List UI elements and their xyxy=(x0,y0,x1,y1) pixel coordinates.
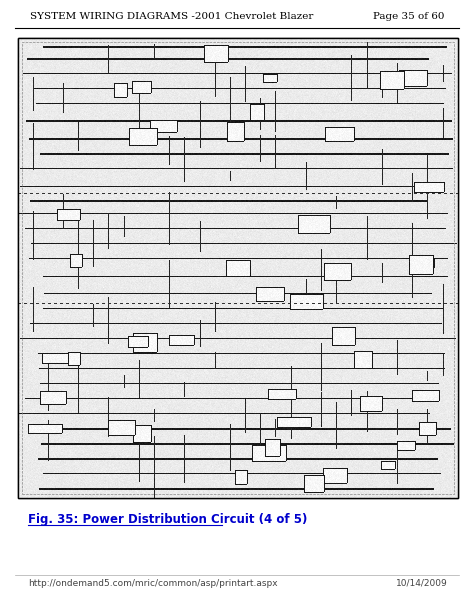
Bar xyxy=(18,38,458,498)
Bar xyxy=(18,38,458,498)
Text: http://ondemand5.com/mric/common/asp/printart.aspx: http://ondemand5.com/mric/common/asp/pri… xyxy=(28,579,278,588)
Text: Fig. 35: Power Distribution Circuit (4 of 5): Fig. 35: Power Distribution Circuit (4 o… xyxy=(28,513,307,526)
Text: 10/14/2009: 10/14/2009 xyxy=(396,579,448,588)
Text: SYSTEM WIRING DIAGRAMS -2001 Chevrolet Blazer: SYSTEM WIRING DIAGRAMS -2001 Chevrolet B… xyxy=(30,12,313,21)
Text: Page 35 of 60: Page 35 of 60 xyxy=(374,12,445,21)
Bar xyxy=(22,42,454,494)
